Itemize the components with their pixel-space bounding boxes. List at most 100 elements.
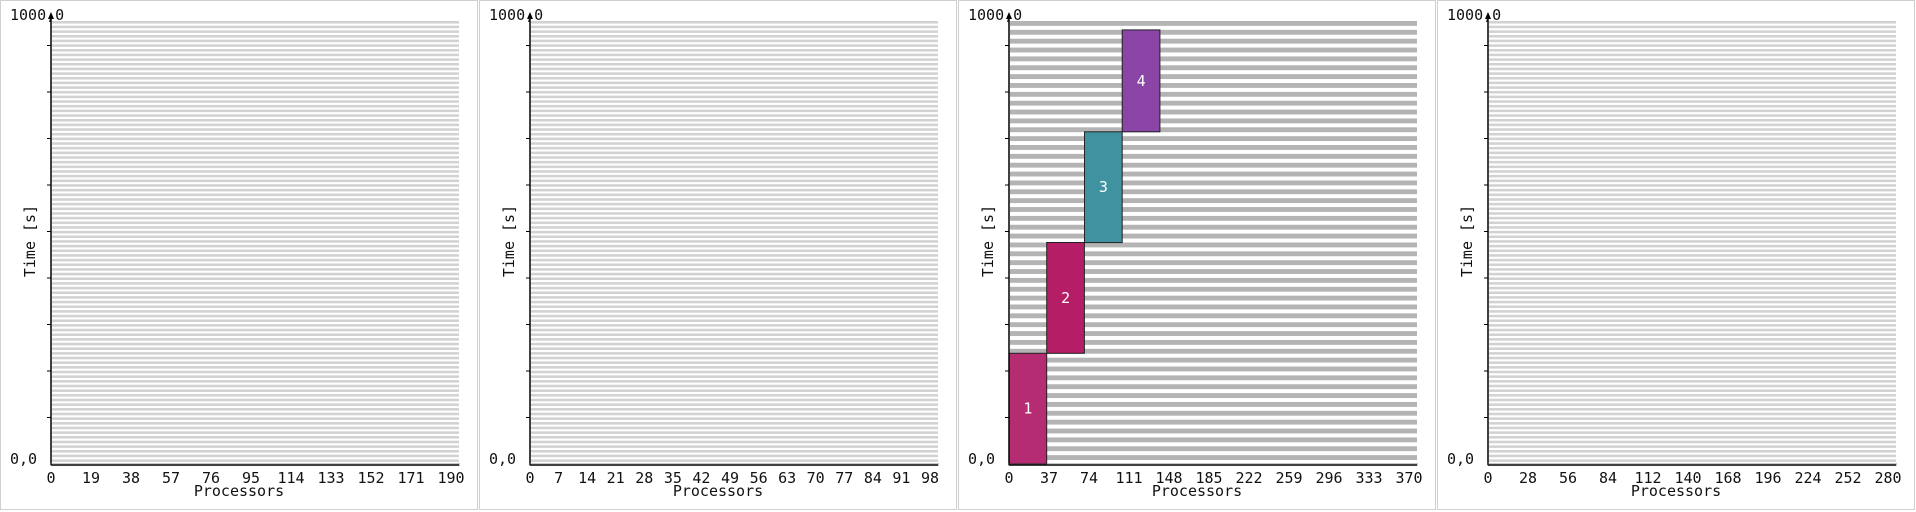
x-tick-label: 114 [277,469,304,487]
grid-stripe [531,244,938,248]
grid-stripe [1489,53,1896,57]
grid-stripe [52,156,459,159]
x-axis-label: Processors [1631,482,1721,500]
x-tick-label: 111 [1115,469,1142,487]
grid-stripe [1489,258,1896,262]
x-tick-label: 280 [1874,469,1901,487]
grid-stripe [52,314,459,318]
grid-stripe [52,104,459,108]
grid-stripe [1489,76,1896,80]
grid-stripe [1010,83,1417,88]
grid-stripe [1489,328,1896,332]
grid-stripe [531,21,938,24]
grid-stripe [52,81,459,85]
grid-stripe [531,132,938,136]
grid-stripe [1010,118,1417,124]
grid-stripe [1489,137,1896,141]
grid-stripe [531,72,938,75]
grid-stripe [1489,21,1896,24]
grid-stripe [1489,39,1896,43]
grid-stripe [531,44,938,47]
grid-stripe [1489,62,1896,66]
grid-stripe [531,146,938,150]
grid-stripe [531,212,938,215]
grid-stripe [531,272,938,276]
grid-stripe [1489,440,1896,444]
grid-stripe [52,128,459,131]
grid-stripe [1489,375,1896,378]
chart-panel-4: 0 28 56 84 112 140 168 196 224 252 280 Processors Ti… [1437,0,1915,510]
grid-stripe [1489,291,1896,295]
grid-stripe [1010,410,1417,416]
job-label-4: 4 [1137,72,1146,90]
grid-stripe [1489,370,1896,374]
grid-stripe [531,226,938,229]
grid-stripe [52,123,459,127]
grid-stripe [1010,455,1417,461]
grid-stripe [1489,146,1896,150]
grid-stripe [52,146,459,150]
grid-stripe [531,342,938,346]
grid-stripe [1489,216,1896,220]
grid-stripe [52,174,459,178]
grid-stripe [1489,296,1896,299]
grid-stripe [52,244,459,248]
grid-stripe [1489,254,1896,257]
grid-stripe [531,305,938,309]
grid-stripe [52,240,459,243]
grid-stripe [52,132,459,136]
grid-stripe [52,249,459,253]
x-tick-label: 63 [778,469,796,487]
grid-stripe [52,319,459,322]
grid-stripe [531,137,938,141]
grid-stripe [1489,356,1896,360]
x-tick-label: 222 [1235,469,1262,487]
y-min-label: 0,0 [1447,450,1474,468]
grid-stripe [531,394,938,397]
grid-stripe [1489,305,1896,309]
grid-stripe [531,128,938,131]
grid-stripe [531,375,938,378]
grid-stripe [1489,179,1896,183]
y-axis-arrow [1006,12,1012,19]
grid-stripe [52,342,459,346]
job-label-1: 1 [1023,400,1032,418]
grid-stripe [1489,95,1896,99]
x-tick-label: 133 [317,469,344,487]
grid-stripe [52,165,459,169]
grid-stripe [1489,226,1896,229]
grid-stripe [531,151,938,155]
grid-stripe [1489,104,1896,108]
grid-stripe [1489,277,1896,281]
grid-stripe [531,216,938,220]
x-tick-label: 28 [1519,469,1537,487]
grid-stripe [531,347,938,350]
grid-stripe [1489,235,1896,239]
grid-stripe [52,230,459,234]
grid-stripe [531,398,938,402]
grid-stripe [1010,74,1417,80]
grid-stripe [531,30,938,33]
grid-stripe [52,137,459,141]
grid-stripe [531,100,938,103]
grid-stripe [531,240,938,243]
grid-stripe [531,286,938,290]
grid-stripe [531,67,938,71]
x-tick-label: 190 [437,469,464,487]
grid-stripe [1010,313,1417,319]
grid-stripe [531,62,938,66]
grid-stripe [531,459,938,462]
grid-stripe [531,352,938,355]
grid-stripe [52,370,459,374]
y-min-label: 0,0 [489,450,516,468]
grid-stripe [1489,90,1896,94]
grid-stripe [1010,401,1417,407]
grid-stripe [1489,86,1896,89]
grid-stripe [52,426,459,430]
grid-stripe [1010,29,1417,35]
grid-stripe [52,67,459,71]
grid-stripe [1489,431,1896,434]
grid-stripe [531,207,938,211]
grid-stripe [531,450,938,453]
grid-stripe [1489,282,1896,285]
